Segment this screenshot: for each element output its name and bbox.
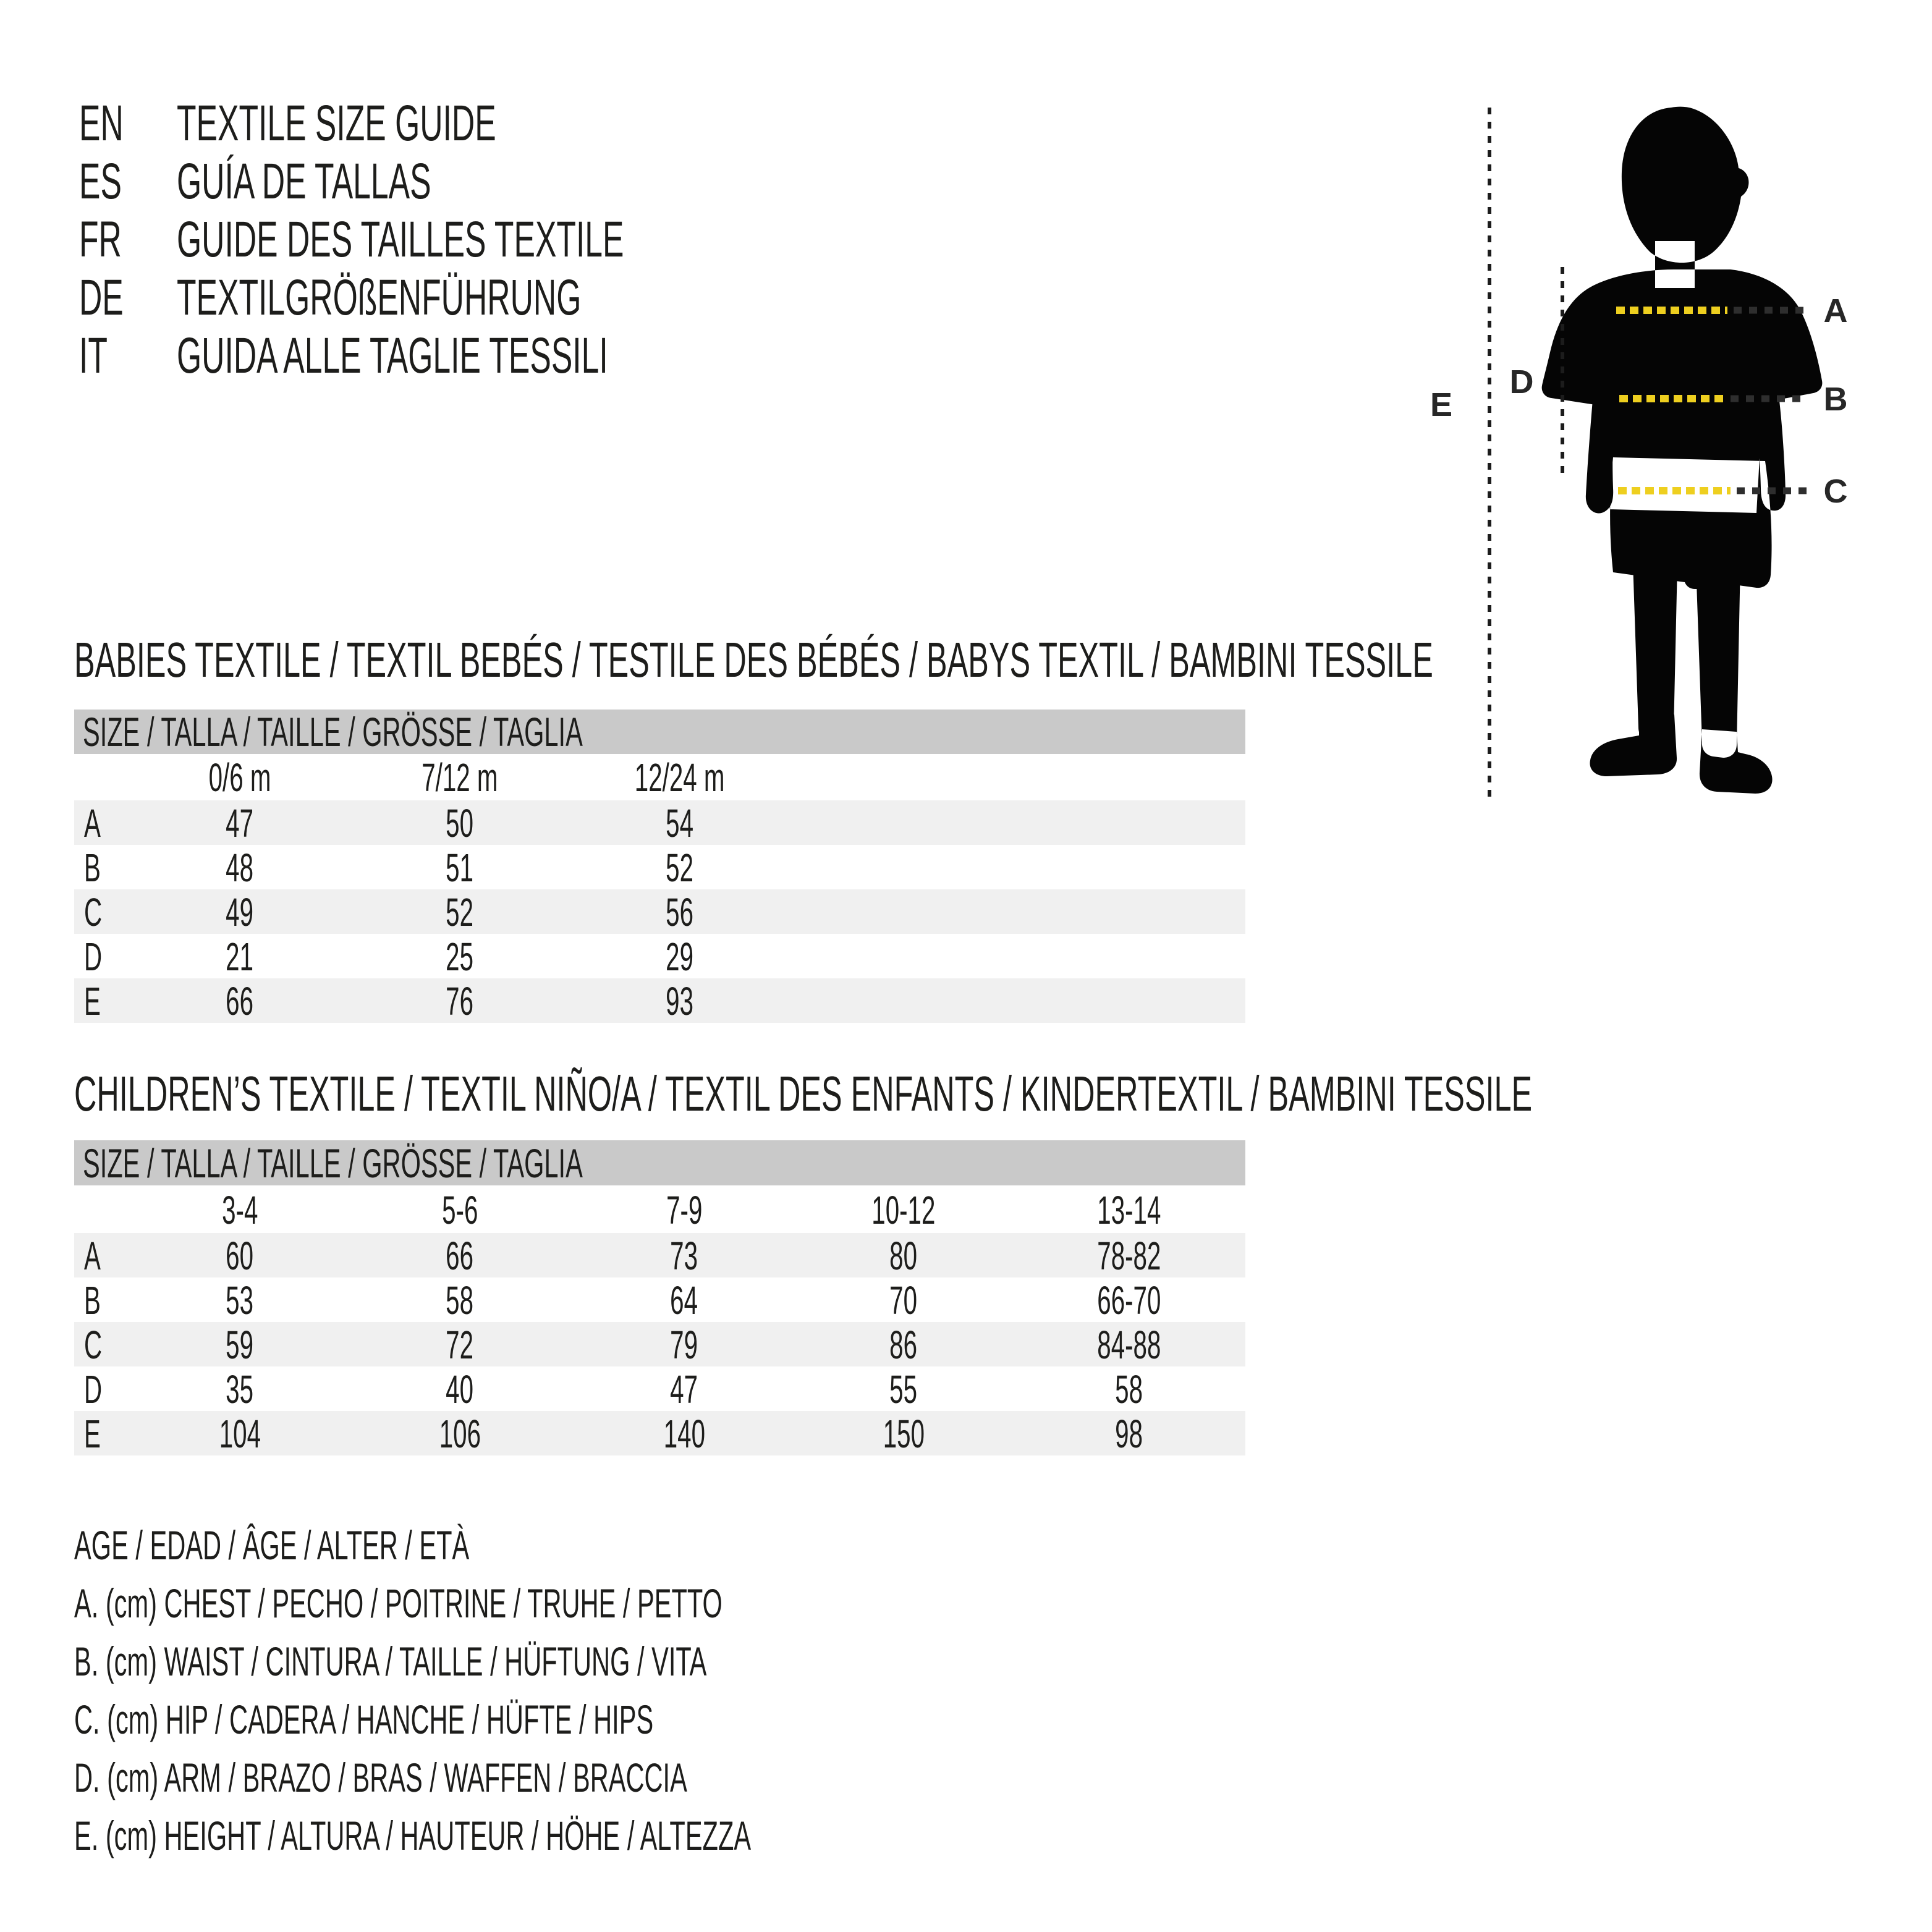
babies-col-12-24m: 12/24 m	[635, 755, 725, 800]
lang-row-it: IT GUIDA ALLE TAGLIE TESSILI	[79, 327, 886, 385]
children-col-5-6: 5-6	[441, 1187, 478, 1232]
lang-row-de: DE TEXTILGRÖßENFÜHRUNG	[79, 269, 886, 327]
lang-title-it: GUIDA ALLE TAGLIE TESSILI	[177, 328, 608, 384]
lang-code-fr: FR	[79, 211, 122, 268]
lang-title-fr: GUIDE DES TAILLES TEXTILE	[177, 211, 624, 268]
row-label: B	[84, 1278, 101, 1323]
lang-title-en: TEXTILE SIZE GUIDE	[177, 95, 496, 151]
measurement-legend: AGE / EDAD / ÂGE / ALTER / ETÀ A. (cm) C…	[74, 1516, 1148, 1865]
row-label: E	[84, 979, 101, 1023]
measurement-figure: A B C D E	[1409, 74, 1932, 822]
figure-label-b: B	[1824, 381, 1848, 418]
legend-arm: D. (cm) ARM / BRAZO / BRAS / WAFFEN / BR…	[74, 1755, 687, 1800]
babies-column-header-row: 0/6 m 7/12 m 12/24 m	[74, 754, 1245, 800]
lang-title-es: GUÍA DE TALLAS	[177, 153, 431, 210]
row-label: A	[84, 801, 101, 845]
children-row-c: C 59 72 79 86 84-88	[74, 1322, 1245, 1367]
children-col-13-14: 13-14	[1097, 1187, 1161, 1232]
lang-title-de: TEXTILGRÖßENFÜHRUNG	[177, 269, 582, 326]
babies-row-d: D 21 25 29	[84, 934, 694, 979]
figure-label-c: C	[1824, 473, 1848, 510]
row-label: A	[84, 1234, 101, 1278]
legend-age: AGE / EDAD / ÂGE / ALTER / ETÀ	[74, 1522, 470, 1568]
lang-code-en: EN	[79, 95, 124, 151]
row-label: C	[84, 890, 103, 934]
babies-row-c: C 49 52 56	[74, 889, 1245, 934]
legend-height: E. (cm) HEIGHT / ALTURA / HAUTEUR / HÖHE…	[74, 1813, 752, 1858]
babies-size-header-bar: SIZE / TALLA / TAILLE / GRÖSSE / TAGLIA	[74, 709, 1245, 755]
row-label: D	[84, 1367, 103, 1412]
lang-row-es: ES GUÍA DE TALLAS	[79, 153, 886, 211]
children-col-7-9: 7-9	[666, 1187, 703, 1232]
legend-waist: B. (cm) WAIST / CINTURA / TAILLE / HÜFTU…	[74, 1638, 707, 1684]
language-title-list: EN TEXTILE SIZE GUIDE ES GUÍA DE TALLAS …	[79, 95, 886, 385]
children-row-a: A 60 66 73 80 78-82	[74, 1233, 1245, 1278]
child-silhouette	[1541, 106, 1823, 794]
lang-code-it: IT	[79, 328, 108, 384]
figure-label-d: D	[1510, 363, 1534, 400]
figure-label-e: E	[1430, 386, 1452, 423]
children-size-header-bar: SIZE / TALLA / TAILLE / GRÖSSE / TAGLIA	[74, 1140, 1245, 1186]
babies-section-heading: BABIES TEXTILE / TEXTIL BEBÉS / TESTILE …	[74, 632, 1433, 687]
legend-hip: C. (cm) HIP / CADERA / HANCHE / HÜFTE / …	[74, 1697, 654, 1742]
row-label: C	[84, 1323, 103, 1367]
lang-row-fr: FR GUIDE DES TAILLES TEXTILE	[79, 211, 886, 269]
child-silhouette-diagram: A B C D E	[1430, 106, 1848, 797]
babies-col-0-6m: 0/6 m	[208, 755, 271, 800]
children-row-d: D 35 40 47 55 58	[84, 1367, 1143, 1412]
row-label: D	[84, 934, 103, 979]
row-label: B	[84, 845, 101, 890]
row-label: E	[84, 1412, 101, 1456]
figure-label-a: A	[1824, 292, 1848, 329]
lang-code-de: DE	[79, 269, 124, 326]
children-row-e: E 104 106 140 150 98	[74, 1411, 1245, 1456]
legend-chest: A. (cm) CHEST / PECHO / POITRINE / TRUHE…	[74, 1580, 722, 1626]
babies-col-7-12m: 7/12 m	[422, 755, 498, 800]
babies-row-e: E 66 76 93	[74, 978, 1245, 1023]
children-col-10-12: 10-12	[871, 1187, 936, 1232]
lang-row-en: EN TEXTILE SIZE GUIDE	[79, 95, 886, 153]
children-section-heading: CHILDREN’S TEXTILE / TEXTIL NIÑO/A / TEX…	[74, 1066, 1533, 1121]
children-column-header-row: 3-4 5-6 7-9 10-12 13-14	[74, 1187, 1245, 1233]
children-col-3-4: 3-4	[221, 1187, 258, 1232]
babies-row-b: B 48 51 52	[84, 845, 694, 890]
children-row-b: B 53 58 64 70 66-70	[84, 1278, 1161, 1323]
babies-row-a: A 47 50 54	[74, 800, 1245, 845]
lang-code-es: ES	[79, 153, 122, 210]
